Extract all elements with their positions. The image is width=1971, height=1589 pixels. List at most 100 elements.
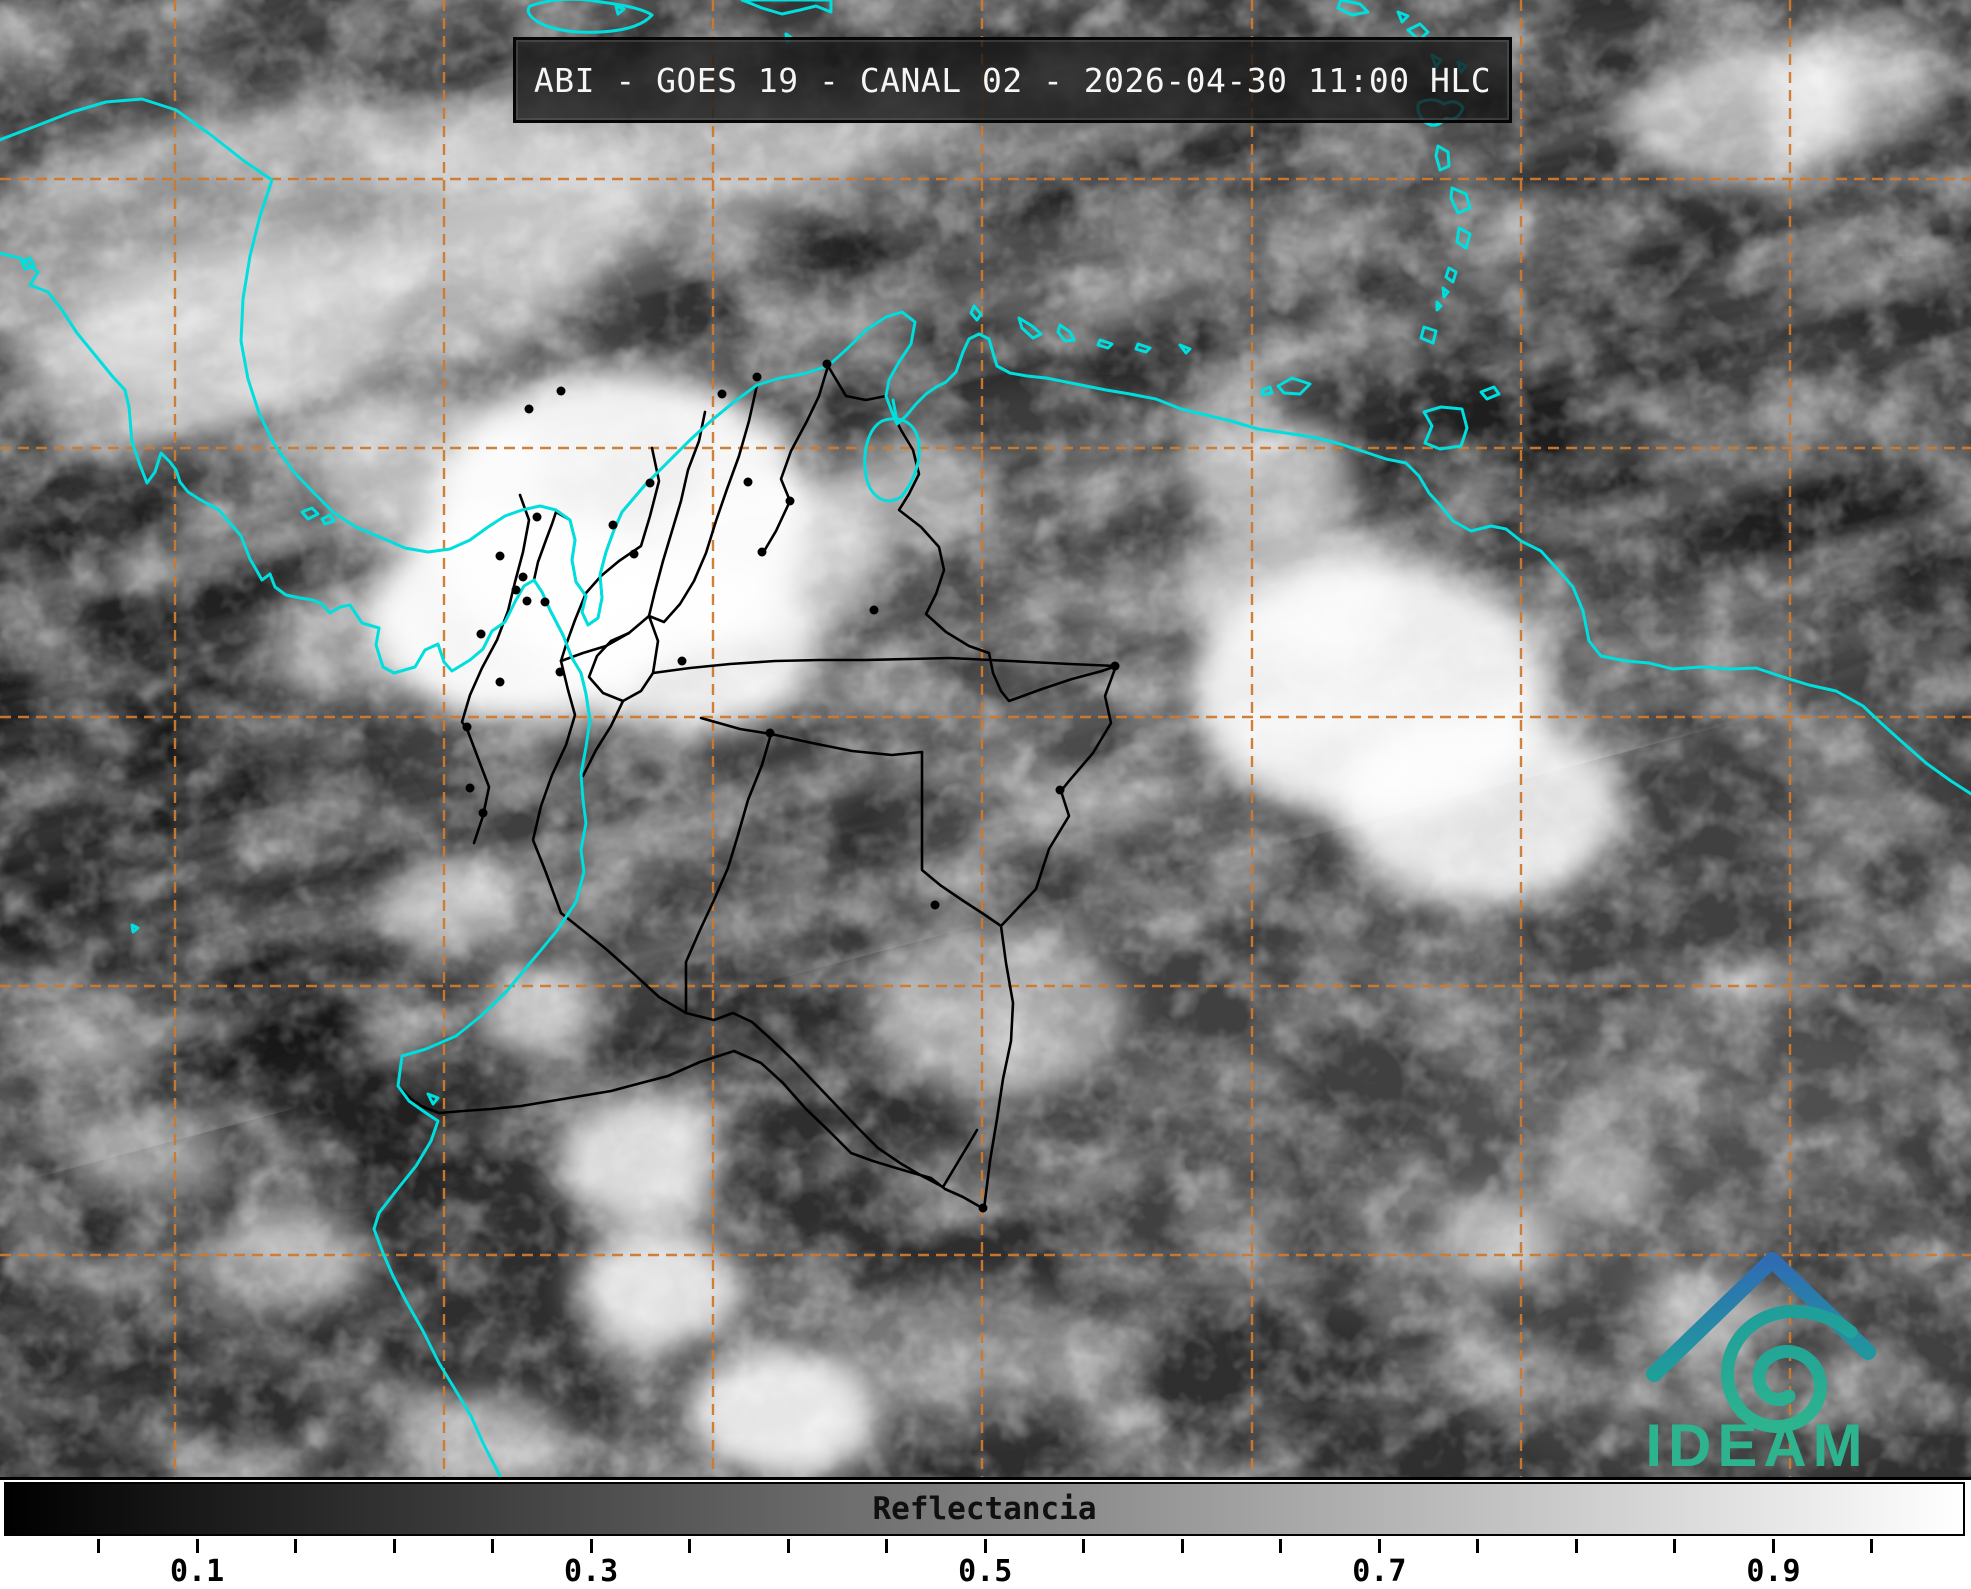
city-dot bbox=[532, 512, 542, 522]
colorbar-tick bbox=[1279, 1539, 1283, 1553]
city-dot bbox=[465, 783, 475, 793]
colorbar-tick bbox=[1870, 1539, 1874, 1553]
colorbar-tick bbox=[589, 1539, 593, 1553]
island-outline bbox=[300, 506, 336, 526]
island-outline bbox=[1479, 385, 1501, 401]
satellite-map: IDEAM bbox=[0, 0, 1971, 1477]
border-path bbox=[647, 383, 759, 624]
island-outline bbox=[1096, 338, 1192, 355]
border-path bbox=[587, 614, 660, 703]
city-dot bbox=[495, 551, 505, 561]
colorbar-title: Reflectancia bbox=[872, 1491, 1097, 1527]
city-dot bbox=[518, 572, 528, 582]
city-dot bbox=[822, 359, 832, 369]
colorbar-tick bbox=[97, 1539, 101, 1553]
border-path bbox=[920, 750, 1003, 928]
city-dot bbox=[757, 547, 767, 557]
colorbar: Reflectancia 0.1 0.3 0.5 0.7 0.9 bbox=[0, 1480, 1971, 1589]
colorbar-tick bbox=[1771, 1539, 1775, 1553]
island-outline bbox=[1056, 323, 1076, 343]
city-dot bbox=[785, 496, 795, 506]
island-outline bbox=[969, 304, 983, 322]
colorbar-tick bbox=[392, 1539, 396, 1553]
image-title: ABI - GOES 19 - CANAL 02 - 2026-04-30 11… bbox=[533, 60, 1492, 100]
colorbar-tick bbox=[1476, 1539, 1480, 1553]
city-dot bbox=[555, 667, 565, 677]
island-outline bbox=[20, 256, 36, 271]
city-dot bbox=[765, 728, 775, 738]
city-dot bbox=[645, 478, 655, 488]
city-dots bbox=[462, 359, 1120, 1213]
island-outline bbox=[1260, 376, 1312, 397]
colorbar-tick bbox=[1082, 1539, 1086, 1553]
island-outline bbox=[1336, 0, 1410, 24]
title-bar: ABI - GOES 19 - CANAL 02 - 2026-04-30 11… bbox=[513, 37, 1512, 123]
island-outline bbox=[130, 923, 140, 934]
coastline-path bbox=[0, 97, 1971, 796]
ideam-logo-text: IDEAM bbox=[1645, 1412, 1868, 1477]
coastlines bbox=[0, 0, 1971, 1477]
colorbar-tick bbox=[294, 1539, 298, 1553]
graticule-grid bbox=[0, 0, 1971, 1477]
city-dot bbox=[677, 656, 687, 666]
city-dot bbox=[478, 808, 488, 818]
city-dot bbox=[869, 605, 879, 615]
colorbar-tick bbox=[688, 1539, 692, 1553]
border-path bbox=[653, 410, 707, 593]
city-dot bbox=[930, 900, 940, 910]
border-path bbox=[651, 656, 1118, 675]
colorbar-tick bbox=[1180, 1539, 1184, 1553]
colorbar-tick-label: 0.9 bbox=[1746, 1554, 1801, 1589]
city-dot bbox=[978, 1203, 988, 1213]
border-path bbox=[699, 716, 924, 757]
island-outline bbox=[526, 0, 654, 34]
city-dot bbox=[1110, 661, 1120, 671]
colorbar-tick bbox=[1377, 1539, 1381, 1553]
border-path bbox=[761, 364, 830, 555]
city-dot bbox=[495, 677, 505, 687]
ideam-logo: IDEAM bbox=[1645, 1252, 1876, 1477]
border-path bbox=[826, 364, 888, 402]
city-dot bbox=[462, 722, 472, 732]
satellite-image-area: IDEAM ABI - GOES 19 - CANAL 02 - 2026-04… bbox=[0, 0, 1971, 1480]
border-path bbox=[531, 659, 577, 915]
colorbar-tick bbox=[983, 1539, 987, 1553]
city-dot bbox=[524, 404, 534, 414]
border-path bbox=[559, 591, 588, 663]
colorbar-tick bbox=[1574, 1539, 1578, 1553]
colorbar-tick-label: 0.7 bbox=[1352, 1554, 1407, 1589]
lake-maracaibo-outline bbox=[863, 417, 921, 503]
colorbar-tick bbox=[1673, 1539, 1677, 1553]
city-dot bbox=[1055, 785, 1065, 795]
island-outline bbox=[1422, 405, 1469, 451]
colorbar-tick-label: 0.3 bbox=[564, 1554, 619, 1589]
city-dot bbox=[752, 372, 762, 382]
coastline-path bbox=[0, 251, 592, 1477]
island-outline bbox=[614, 4, 626, 16]
border-path bbox=[460, 493, 531, 845]
city-dot bbox=[511, 585, 521, 595]
colorbar-gradient: Reflectancia bbox=[4, 1482, 1965, 1536]
colorbar-tick bbox=[885, 1539, 889, 1553]
city-dot bbox=[476, 629, 486, 639]
city-dot bbox=[556, 386, 566, 396]
colorbar-tick-label: 0.5 bbox=[958, 1554, 1013, 1589]
colorbar-tick-label: 0.1 bbox=[169, 1554, 225, 1589]
border-path bbox=[559, 911, 945, 1189]
city-dot bbox=[717, 389, 727, 399]
border-path bbox=[684, 732, 773, 1015]
city-dot bbox=[522, 596, 532, 606]
city-dot bbox=[743, 477, 753, 487]
ideam-swirl-icon bbox=[1720, 1305, 1858, 1433]
island-outline bbox=[426, 1092, 440, 1106]
colorbar-tick bbox=[491, 1539, 495, 1553]
city-dot bbox=[629, 549, 639, 559]
border-path bbox=[581, 699, 625, 778]
island-outline bbox=[1017, 316, 1043, 340]
island-outline bbox=[740, 0, 833, 16]
border-path bbox=[941, 1128, 979, 1189]
city-dot bbox=[540, 597, 550, 607]
colorbar-tick bbox=[786, 1539, 790, 1553]
colorbar-tick bbox=[195, 1539, 199, 1553]
